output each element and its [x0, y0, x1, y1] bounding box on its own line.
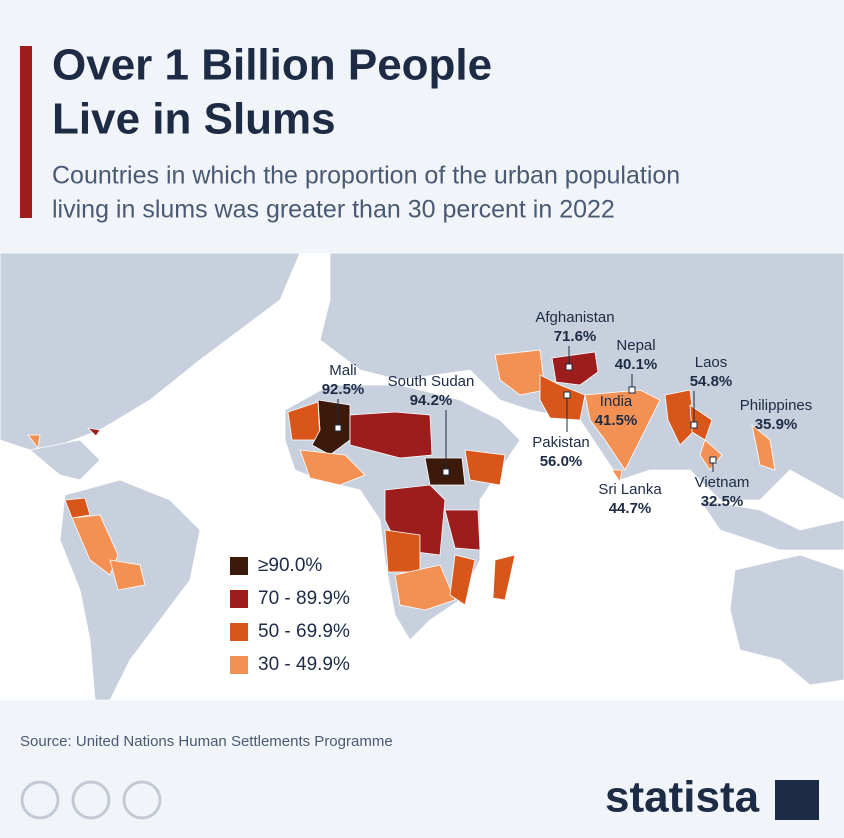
- marker: [442, 468, 450, 476]
- country-value: 92.5%: [322, 381, 365, 398]
- country-value: 56.0%: [540, 453, 583, 470]
- source: Source: United Nations Human Settlements…: [20, 733, 393, 750]
- country-name: Mali: [329, 362, 357, 379]
- license-icons: [20, 780, 162, 820]
- legend-label: ≥90.0%: [258, 555, 322, 576]
- country-value: 71.6%: [554, 328, 597, 345]
- title-line: Over 1 Billion People: [52, 41, 492, 90]
- legend-swatch: [230, 623, 248, 641]
- marker: [709, 456, 717, 464]
- country-value: 35.9%: [755, 416, 798, 433]
- marker: [565, 363, 573, 371]
- country-name: Sri Lanka: [598, 481, 662, 498]
- country-value: 32.5%: [701, 493, 744, 510]
- brand: statista: [605, 773, 760, 822]
- accent-bar: [20, 46, 32, 218]
- marker: [690, 421, 698, 429]
- country-value: 54.8%: [690, 373, 733, 390]
- marker: [628, 386, 636, 394]
- country-name: Vietnam: [695, 474, 750, 491]
- countries: [27, 349, 776, 611]
- country-name: Nepal: [616, 337, 655, 354]
- country-name: Afghanistan: [535, 309, 614, 326]
- title-line: Live in Slums: [52, 95, 336, 144]
- country-name: Laos: [695, 354, 728, 371]
- legend-swatch: [230, 656, 248, 674]
- legend: ≥90.0% 70 - 89.9% 50 - 69.9% 30 - 49.9%: [230, 555, 350, 675]
- country-value: 40.1%: [615, 356, 658, 373]
- map-labels: Mali 92.5% South Sudan 94.2% Afghanistan 71.6…: [322, 309, 813, 517]
- subtitle-line: Countries in which the proportion of the…: [52, 162, 680, 190]
- legend-label: 30 - 49.9%: [258, 654, 350, 675]
- legend-label: 50 - 69.9%: [258, 621, 350, 642]
- brand-logo: [775, 780, 819, 820]
- legend-swatch: [230, 557, 248, 575]
- marker: [563, 391, 571, 399]
- marker: [334, 424, 342, 432]
- country-name: South Sudan: [388, 373, 475, 390]
- country-name: Pakistan: [532, 434, 590, 451]
- country-value: 41.5%: [595, 412, 638, 429]
- country-name: Philippines: [740, 397, 813, 414]
- subtitle-line: living in slums was greater than 30 perc…: [52, 196, 615, 224]
- country-value: 44.7%: [609, 500, 652, 517]
- country-value: 94.2%: [410, 392, 453, 409]
- legend-swatch: [230, 590, 248, 608]
- country-name: India: [600, 393, 633, 410]
- legend-label: 70 - 89.9%: [258, 588, 350, 609]
